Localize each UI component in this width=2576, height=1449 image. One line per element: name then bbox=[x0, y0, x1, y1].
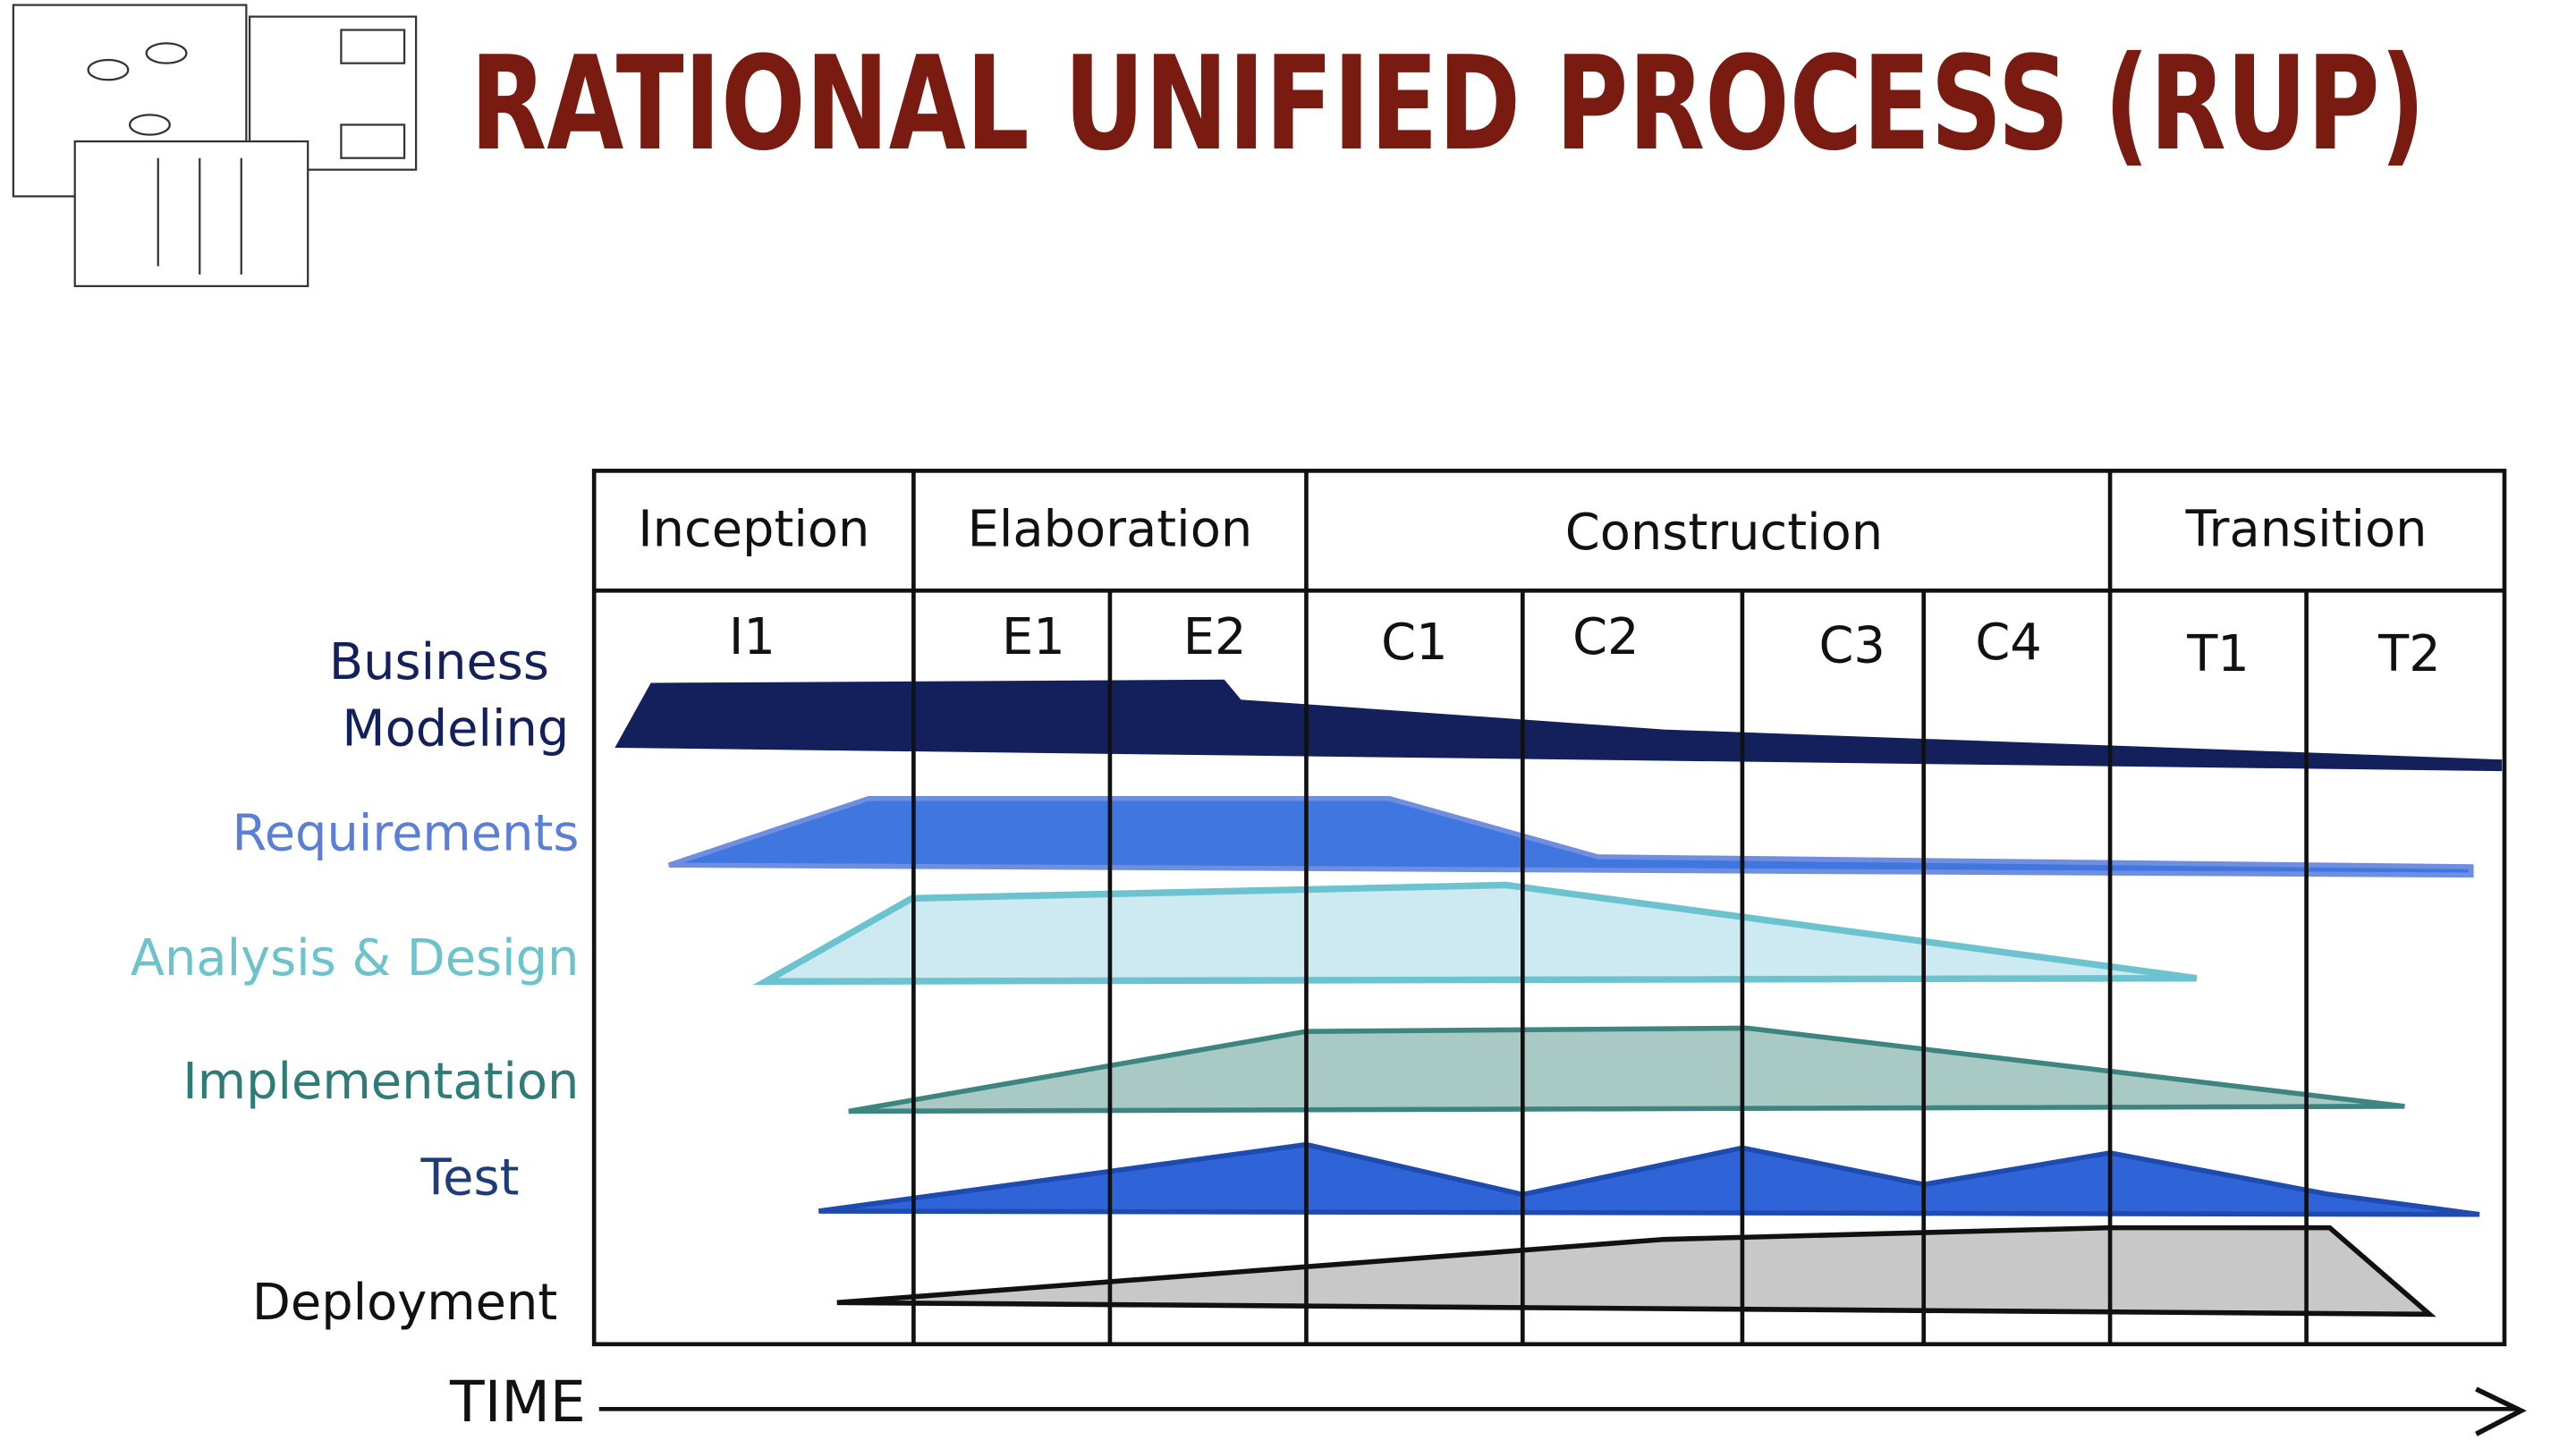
discipline-label: Business bbox=[329, 633, 549, 691]
time-arrowhead bbox=[2475, 1386, 2527, 1436]
time-label: TIME bbox=[449, 1368, 586, 1435]
discipline-label: Analysis & Design bbox=[131, 929, 580, 987]
phase-label: Construction bbox=[1565, 504, 1883, 562]
analysis-design-hump bbox=[752, 881, 2198, 986]
phase-label: Transition bbox=[2185, 500, 2428, 558]
iteration-label: I1 bbox=[729, 608, 775, 666]
implementation-hump bbox=[848, 1025, 2405, 1114]
iteration-label: C3 bbox=[1818, 617, 1885, 675]
thumbnail-icon bbox=[12, 4, 418, 288]
iteration-label: T1 bbox=[2186, 625, 2250, 683]
discipline-label: Test bbox=[420, 1149, 520, 1208]
discipline-label: Requirements bbox=[232, 805, 579, 863]
iteration-label: T2 bbox=[2377, 625, 2441, 683]
phase-label: Inception bbox=[638, 500, 869, 558]
iteration-label: C1 bbox=[1381, 614, 1447, 672]
discipline-label: Modeling bbox=[342, 699, 569, 758]
phase-grid bbox=[591, 469, 2507, 1347]
discipline-label: Deployment bbox=[252, 1274, 557, 1332]
deployment-hump bbox=[836, 1224, 2436, 1318]
requirements-hump bbox=[668, 795, 2474, 878]
iteration-label: C2 bbox=[1572, 608, 1639, 666]
discipline-label: Implementation bbox=[182, 1053, 579, 1111]
business-modeling-hump bbox=[614, 679, 2503, 772]
iteration-label: E1 bbox=[1002, 608, 1065, 666]
title: RATIONAL UNIFIED PROCESS (RUP) bbox=[470, 29, 2426, 180]
iteration-label: C4 bbox=[1975, 614, 2041, 672]
iteration-label: E2 bbox=[1183, 608, 1247, 666]
phase-label: Elaboration bbox=[968, 500, 1253, 558]
test-hump bbox=[818, 1141, 2480, 1217]
